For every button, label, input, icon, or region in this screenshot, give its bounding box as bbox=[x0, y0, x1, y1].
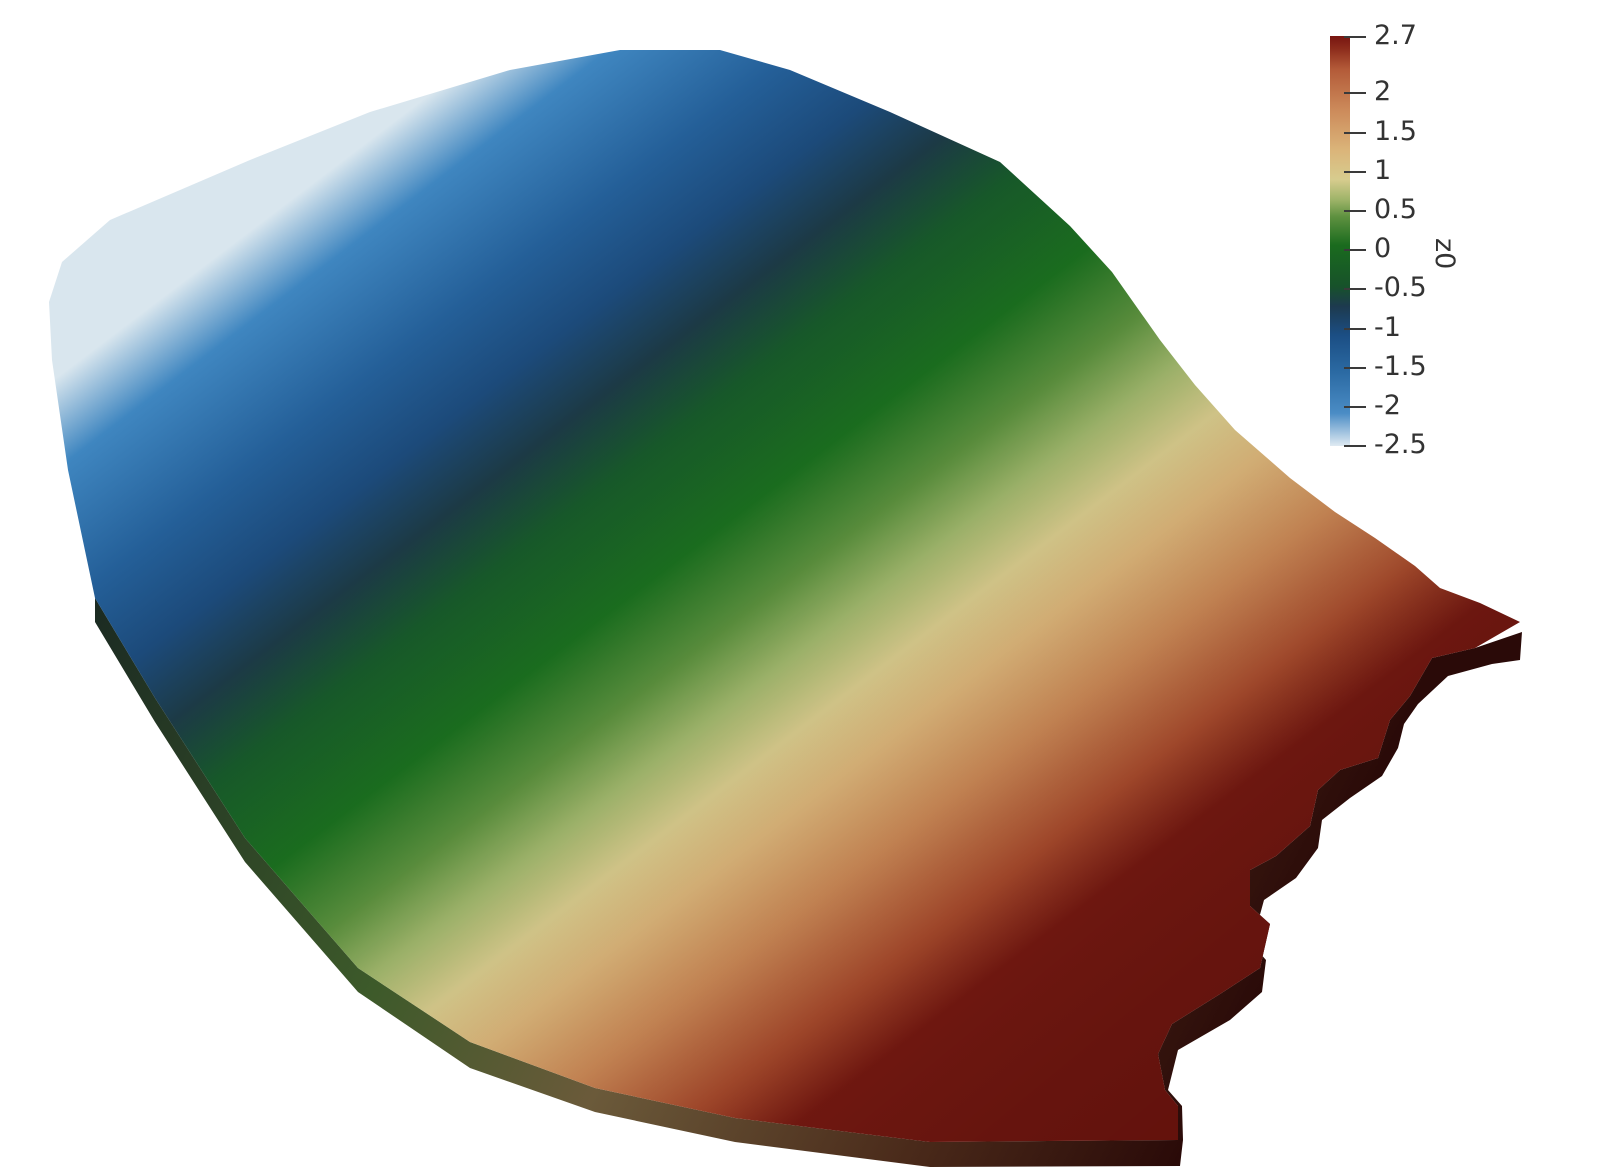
colorbar-tick-label: -2.5 bbox=[1374, 429, 1427, 460]
colorbar-tick bbox=[1344, 132, 1366, 134]
colorbar-tick bbox=[1344, 445, 1366, 447]
colorbar-tick-label: -0.5 bbox=[1374, 272, 1427, 303]
colorbar-tick-label: 1 bbox=[1374, 155, 1392, 186]
colorbar-tick-label: 2 bbox=[1374, 76, 1392, 107]
colorbar-tick bbox=[1344, 210, 1366, 212]
colorbar-tick-label: 1.5 bbox=[1374, 116, 1417, 147]
colorbar-tick bbox=[1344, 92, 1366, 94]
colorbar-title: z0 bbox=[1429, 238, 1460, 270]
colorbar-tick bbox=[1344, 171, 1366, 173]
colorbar-tick bbox=[1344, 406, 1366, 408]
colorbar-tick-label: 0 bbox=[1374, 233, 1392, 264]
colorbar-gradient bbox=[1330, 36, 1350, 446]
colorbar-tick bbox=[1344, 328, 1366, 330]
colorbar-tick-label: -1 bbox=[1374, 312, 1401, 343]
colorbar-tick-label: -2 bbox=[1374, 390, 1401, 421]
colorbar-tick bbox=[1344, 36, 1366, 38]
colorbar-tick-label: 0.5 bbox=[1374, 194, 1417, 225]
colorbar-tick bbox=[1344, 367, 1366, 369]
colorbar-tick-label: -1.5 bbox=[1374, 351, 1427, 382]
colorbar-tick bbox=[1344, 288, 1366, 290]
colorbar-tick bbox=[1344, 249, 1366, 251]
mesh-surface-shading bbox=[49, 50, 1520, 1142]
colorbar-tick-label: 2.7 bbox=[1374, 20, 1417, 51]
